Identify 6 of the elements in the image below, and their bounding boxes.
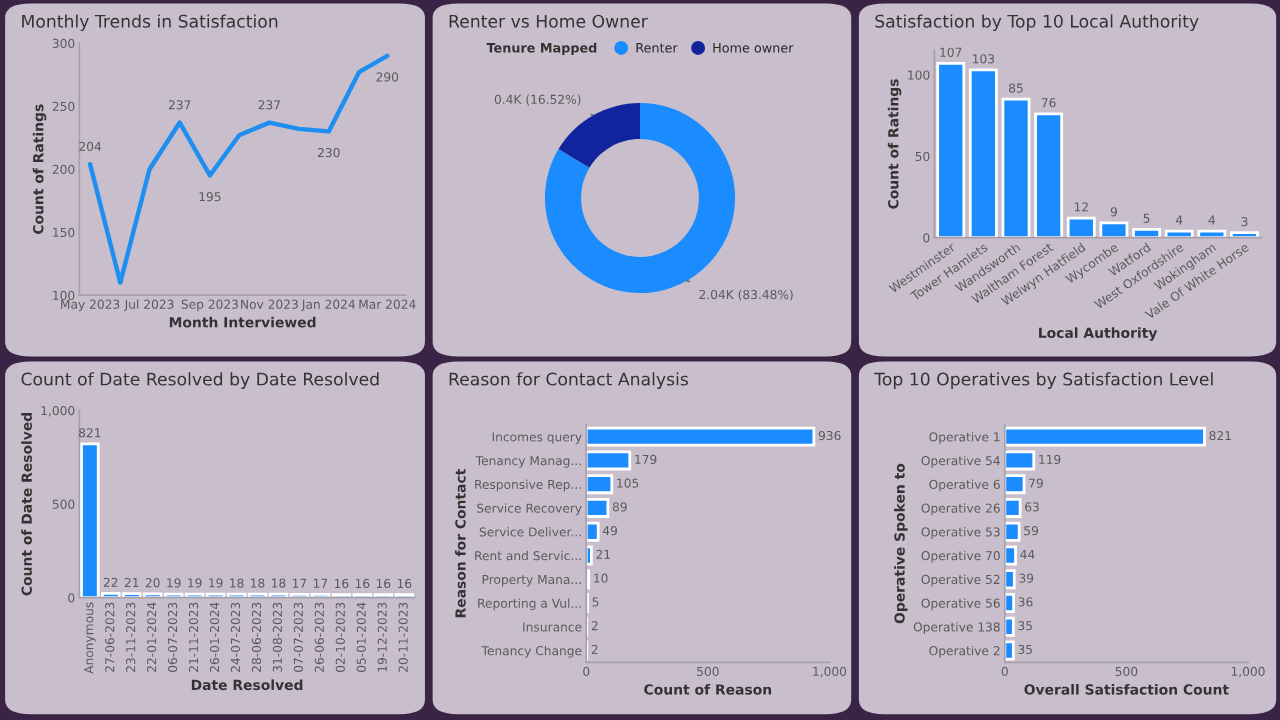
chart-title: Monthly Trends in Satisfaction (22, 14, 278, 32)
chart-title: Top 10 Operatives by Satisfaction Level (874, 372, 1213, 389)
chart-title: Count of Date Resolved by Date Resolved (21, 372, 379, 389)
chart-title: Reason for Contact Analysis (449, 372, 688, 389)
chart-title: Renter vs Home Owner (449, 14, 648, 28)
chart-title: Satisfaction by Top 10 Local Authority (875, 14, 1199, 32)
